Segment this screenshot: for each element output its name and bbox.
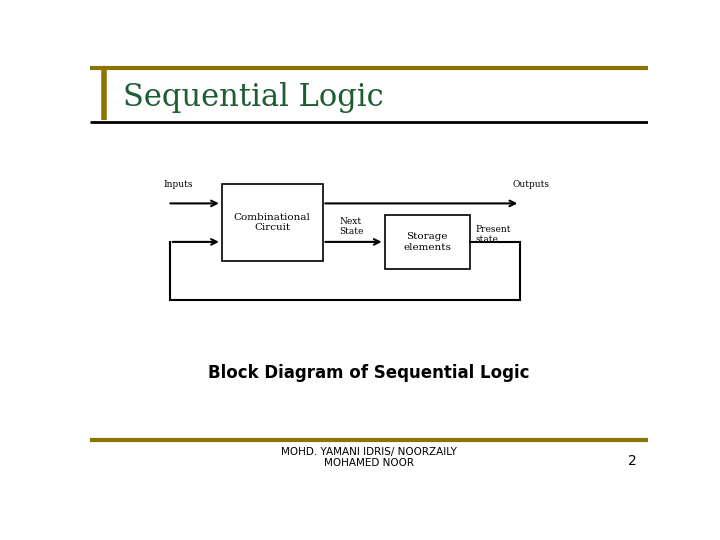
Text: Inputs: Inputs	[163, 180, 193, 188]
Bar	[222, 184, 323, 261]
Text: Present
state: Present state	[476, 225, 511, 244]
Bar	[384, 215, 469, 269]
Text: Combinational
Circuit: Combinational Circuit	[234, 213, 310, 232]
Text: Block Diagram of Sequential Logic: Block Diagram of Sequential Logic	[208, 364, 530, 382]
Text: 2: 2	[628, 454, 637, 468]
Text: Sequential Logic: Sequential Logic	[122, 82, 383, 113]
Text: Storage
elements: Storage elements	[403, 232, 451, 252]
Text: Outputs: Outputs	[513, 180, 549, 188]
Text: MOHD. YAMANI IDRIS/ NOORZAILY
MOHAMED NOOR: MOHD. YAMANI IDRIS/ NOORZAILY MOHAMED NO…	[281, 447, 457, 468]
Text: Next
State: Next State	[340, 217, 364, 236]
